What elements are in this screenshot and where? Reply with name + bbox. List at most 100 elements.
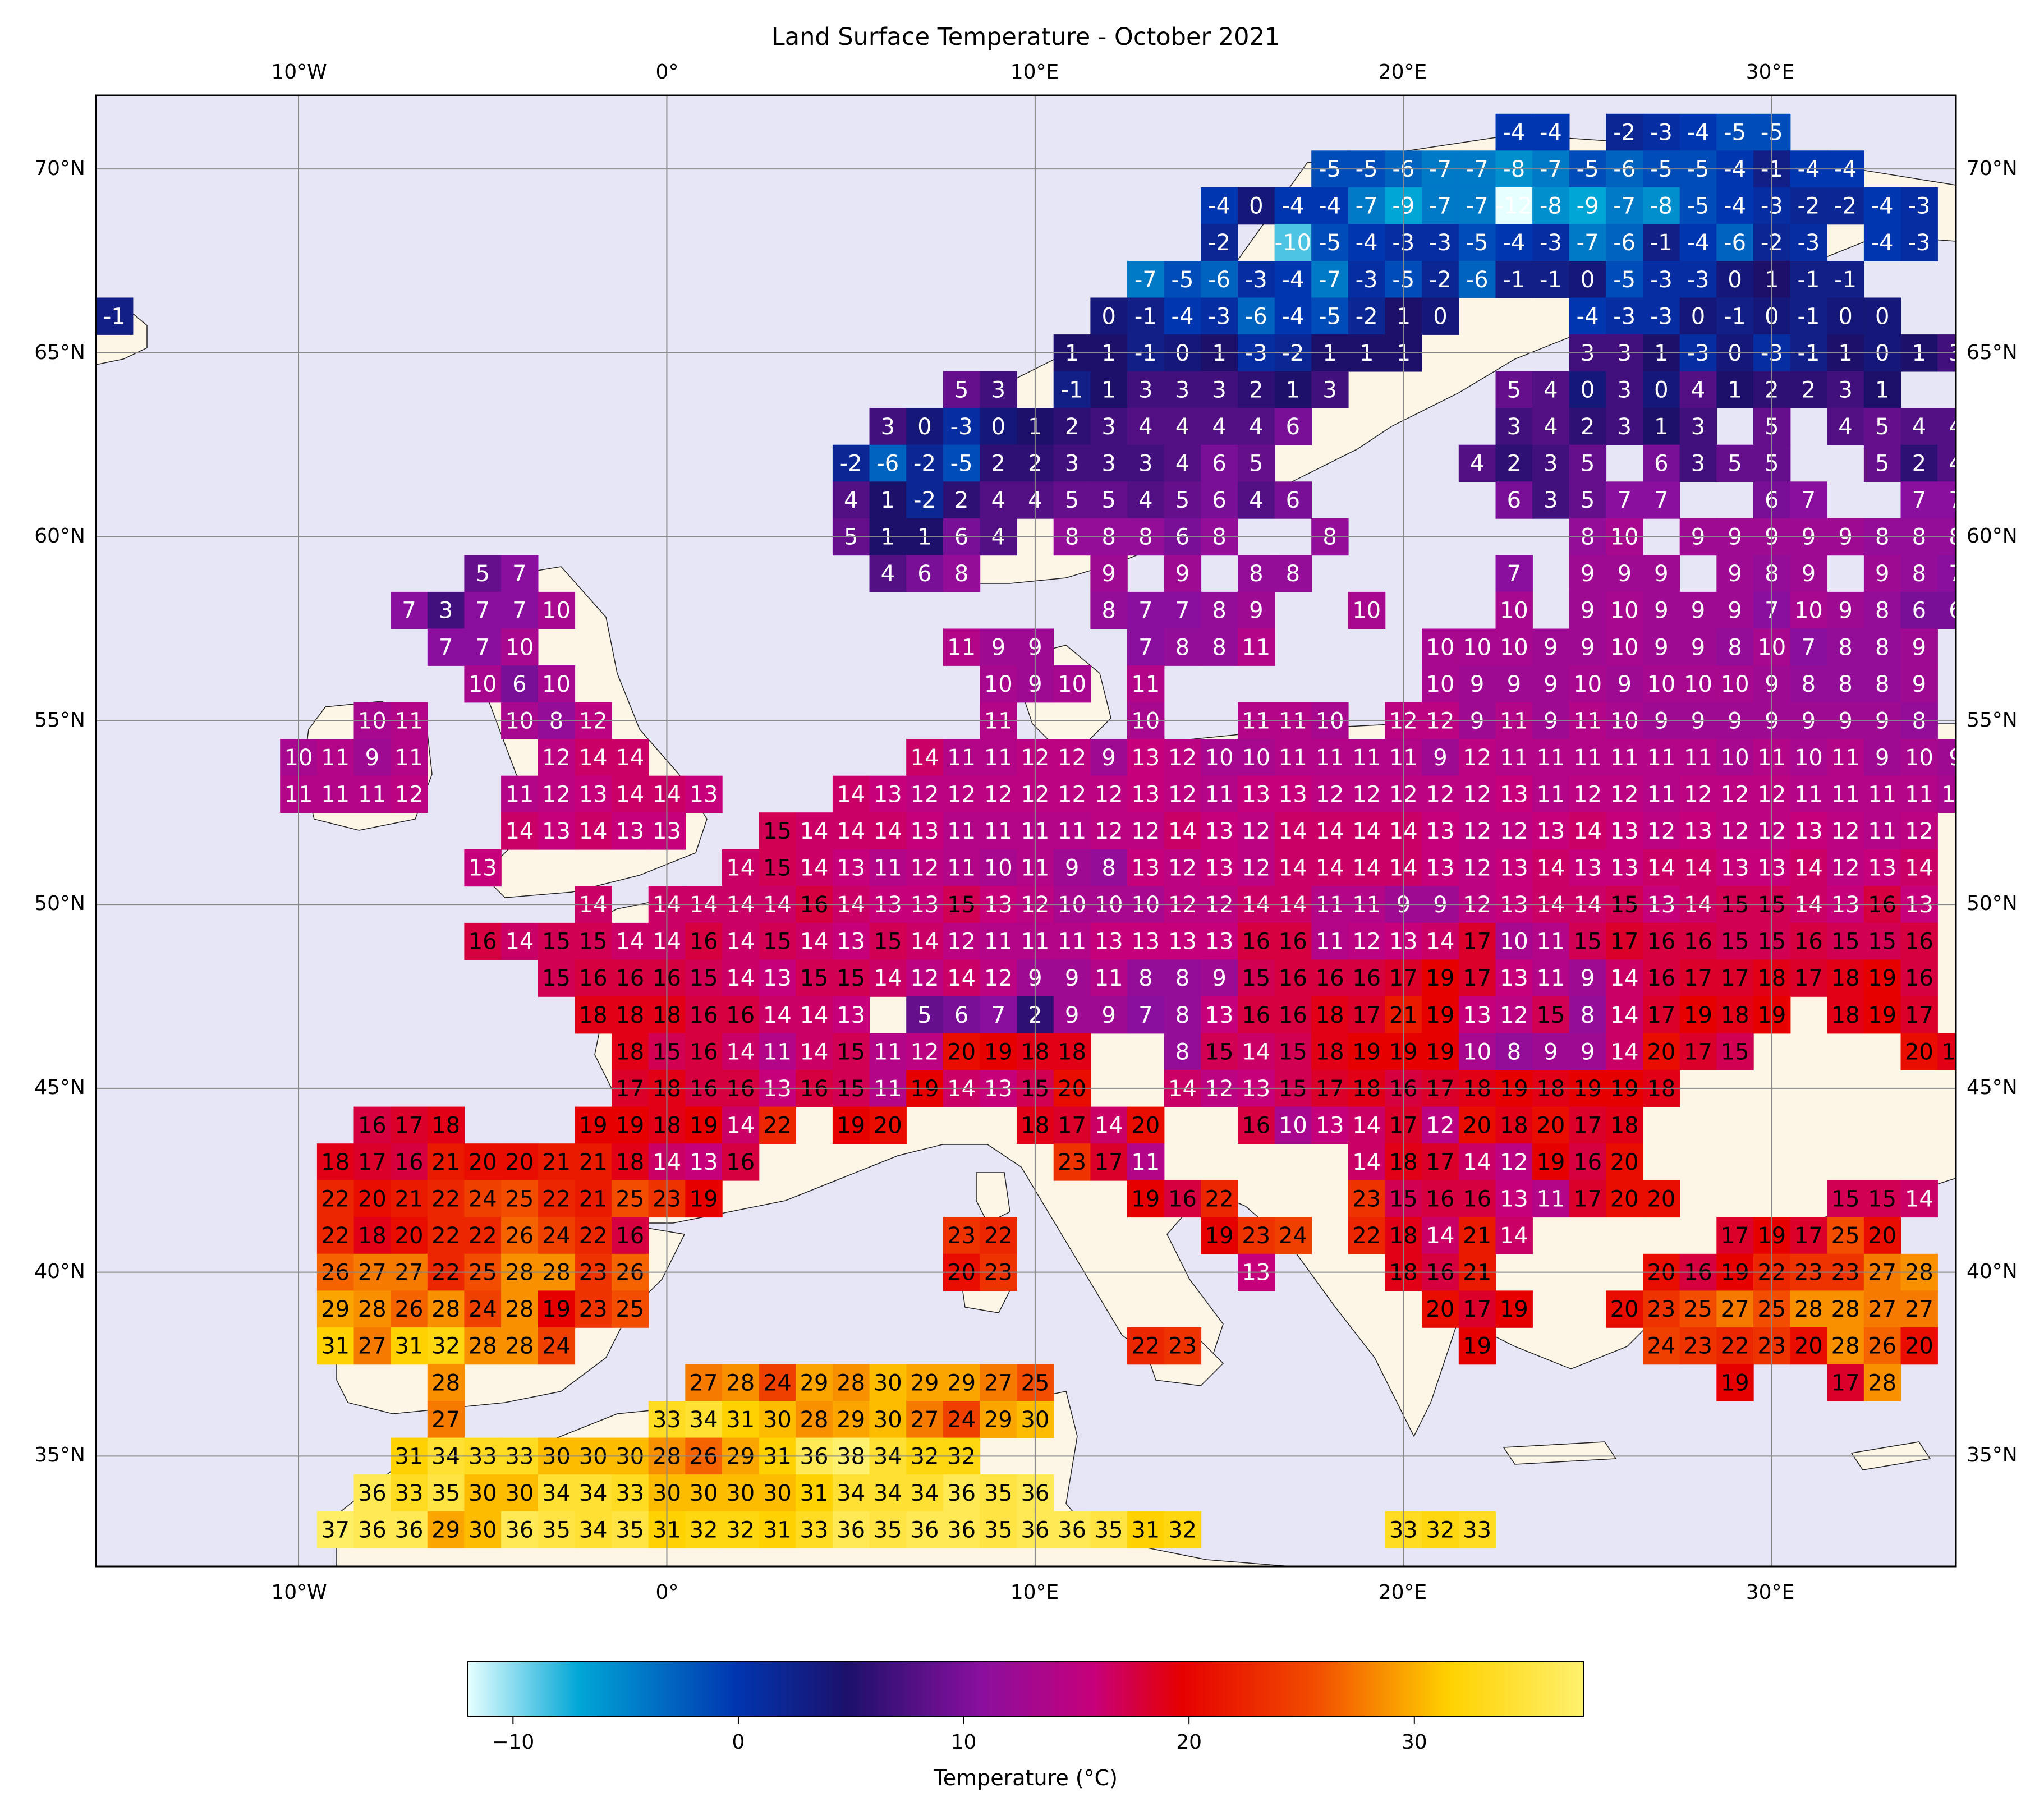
temperature-value-label: 17 (1684, 966, 1712, 991)
temperature-value-label: 6 (1912, 598, 1926, 624)
temperature-cell (1790, 555, 1827, 592)
temperature-value-label: 11 (1978, 782, 2007, 808)
temperature-value-label: 18 (1610, 1113, 1639, 1138)
temperature-cell (1606, 665, 1643, 703)
temperature-value-label: 13 (911, 819, 939, 844)
temperature-value-label: 13 (1279, 782, 1307, 808)
temperature-value-label: 9 (1175, 561, 1189, 587)
temperature-value-label: 10 (1463, 635, 1491, 660)
temperature-value-label: 7 (512, 598, 526, 624)
temperature-value-label: 17 (1573, 1113, 1602, 1138)
temperature-cell (538, 812, 576, 850)
temperature-value-label: 4 (1175, 451, 1189, 477)
temperature-cell (1569, 261, 1607, 298)
temperature-value-label: 21 (1463, 1223, 1491, 1249)
temperature-cell (1458, 444, 1496, 482)
temperature-value-label: 11 (1500, 745, 1528, 771)
temperature-value-label: 9 (1875, 561, 1889, 587)
temperature-value-label: 12 (947, 782, 976, 808)
temperature-cell (1606, 591, 1643, 629)
temperature-value-label: -1 (1797, 267, 1820, 293)
temperature-value-label: 19 (616, 1113, 644, 1138)
temperature-value-label: 36 (1058, 1518, 1086, 1543)
temperature-value-label: 8 (1581, 1003, 1595, 1028)
temperature-value-label: 19 (1205, 1223, 1234, 1249)
temperature-value-label: -7 (1577, 230, 1599, 256)
temperature-value-label: 14 (874, 819, 902, 844)
temperature-cell (1827, 628, 1864, 666)
temperature-cell (1458, 628, 1496, 666)
temperature-value-label: 14 (1352, 1150, 1381, 1175)
temperature-value-label: 31 (321, 1334, 350, 1359)
temperature-value-label: 20 (874, 1113, 902, 1138)
temperature-value-label: 13 (1868, 856, 1896, 881)
temperature-value-label: 7 (1802, 635, 1816, 660)
temperature-value-label: -3 (1797, 230, 1820, 256)
temperature-value-label: 13 (763, 966, 792, 991)
temperature-value-label: 13 (1794, 819, 1823, 844)
temperature-value-label: 12 (542, 782, 571, 808)
temperature-cell (1495, 408, 1533, 445)
temperature-cell (1274, 187, 1312, 225)
temperature-cell (1090, 849, 1128, 887)
temperature-value-label: 12 (1500, 1003, 1528, 1028)
temperature-value-label: 20 (1536, 1113, 1565, 1138)
temperature-cell (501, 665, 539, 703)
temperature-cell (1790, 739, 1827, 776)
temperature-cell (1348, 187, 1386, 225)
temperature-cell (1643, 297, 1680, 335)
temperature-value-label: 11 (1500, 708, 1528, 734)
temperature-cell (1900, 481, 1938, 519)
temperature-value-label: -9 (1577, 194, 1599, 219)
temperature-value-label: 28 (431, 1297, 460, 1322)
temperature-value-label: 8 (1175, 966, 1189, 991)
temperature-cell (1164, 481, 1202, 519)
lon-labels-top: 10°W 0° 10°E 20°E 30°E (271, 61, 1794, 84)
temperature-cell (1569, 444, 1607, 482)
temperature-cell (1238, 371, 1275, 408)
temperature-value-label: 3 (991, 377, 1005, 403)
temperature-value-label: 18 (616, 1150, 644, 1175)
temperature-cell (832, 775, 870, 813)
temperature-value-label: 9 (1691, 708, 1705, 734)
temperature-value-label: 27 (1721, 1297, 1749, 1322)
temperature-value-label: 14 (1573, 819, 1602, 844)
temperature-value-label: 8 (954, 561, 968, 587)
temperature-value-label: 34 (690, 1407, 718, 1433)
temperature-value-label: 12 (911, 966, 939, 991)
temperature-cell (906, 555, 944, 592)
temperature-value-label: 36 (947, 1518, 976, 1543)
temperature-cell (1532, 261, 1570, 298)
temperature-value-label: 31 (800, 1481, 829, 1506)
temperature-value-label: -2 (1797, 194, 1820, 219)
temperature-value-label: -6 (876, 451, 899, 477)
temperature-value-label: 11 (1316, 745, 1344, 771)
temperature-value-label: 2 (1802, 377, 1816, 403)
temperature-value-label: 36 (505, 1518, 534, 1543)
temperature-value-label: 15 (1721, 1039, 1749, 1065)
temperature-value-label: 10 (1058, 672, 1086, 697)
temperature-value-label: -1 (1797, 304, 1820, 329)
temperature-cell (1495, 628, 1533, 666)
temperature-cell (1569, 812, 1607, 850)
temperature-cell (1274, 297, 1312, 335)
temperature-cell (464, 922, 502, 960)
temperature-value-label: 22 (984, 1223, 1013, 1249)
temperature-cell (1569, 297, 1607, 335)
temperature-cell (1127, 371, 1165, 408)
temperature-cell (1053, 812, 1091, 850)
temperature-value-label: 24 (468, 1187, 497, 1212)
temperature-value-label: 5 (917, 1003, 931, 1028)
temperature-value-label: 14 (1610, 1039, 1639, 1065)
temperature-value-label: 29 (800, 1370, 829, 1396)
temperature-value-label: 3 (1138, 377, 1152, 403)
temperature-cell (1643, 775, 1680, 813)
temperature-cell (980, 628, 1017, 666)
temperature-value-label: 9 (1101, 561, 1115, 587)
temperature-value-label: 14 (800, 856, 829, 881)
temperature-cell (1053, 444, 1091, 482)
temperature-cell (1937, 408, 1956, 445)
map-area: -4 -4 -2 -3 -4 -5 -5 -5 -5 -6 -7 -7 -8 -7 -5 -6 -5 -5 -4 -1… (96, 95, 2007, 1566)
temperature-cell (1569, 849, 1607, 887)
temperature-value-label: 3 (1617, 414, 1631, 440)
